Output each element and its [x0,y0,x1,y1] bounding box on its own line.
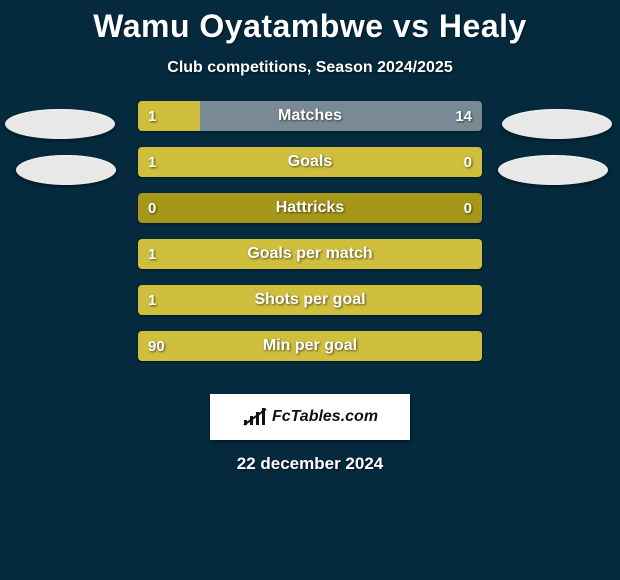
bar-row: 00Hattricks [138,193,482,223]
page-subtitle: Club competitions, Season 2024/2025 [0,59,620,77]
bar-row: 10Goals [138,147,482,177]
bar-fill-left [138,101,200,131]
bar-fill-left [138,331,482,361]
bar-row: 1Goals per match [138,239,482,269]
bar-background [138,193,482,223]
player-badge-right-1 [502,109,612,139]
page-title: Wamu Oyatambwe vs Healy [0,0,620,45]
logo-box: FcTables.com [210,394,410,440]
player-badge-left-1 [5,109,115,139]
logo-text: FcTables.com [272,408,378,426]
bar-row: 114Matches [138,101,482,131]
bar-row: 90Min per goal [138,331,482,361]
bar-fill-right [200,101,482,131]
bar-row: 1Shots per goal [138,285,482,315]
player-badge-left-2 [16,155,116,185]
bar-list: 114Matches 10Goals 00Hattricks 1Goals per m… [138,101,482,377]
bar-fill-left [138,285,482,315]
bar-fill-left [138,239,482,269]
fctables-logo-icon [242,407,268,427]
bar-fill-left [138,147,403,177]
player-badge-right-2 [498,155,608,185]
date-text: 22 december 2024 [0,454,620,474]
bar-fill-right [403,147,482,177]
